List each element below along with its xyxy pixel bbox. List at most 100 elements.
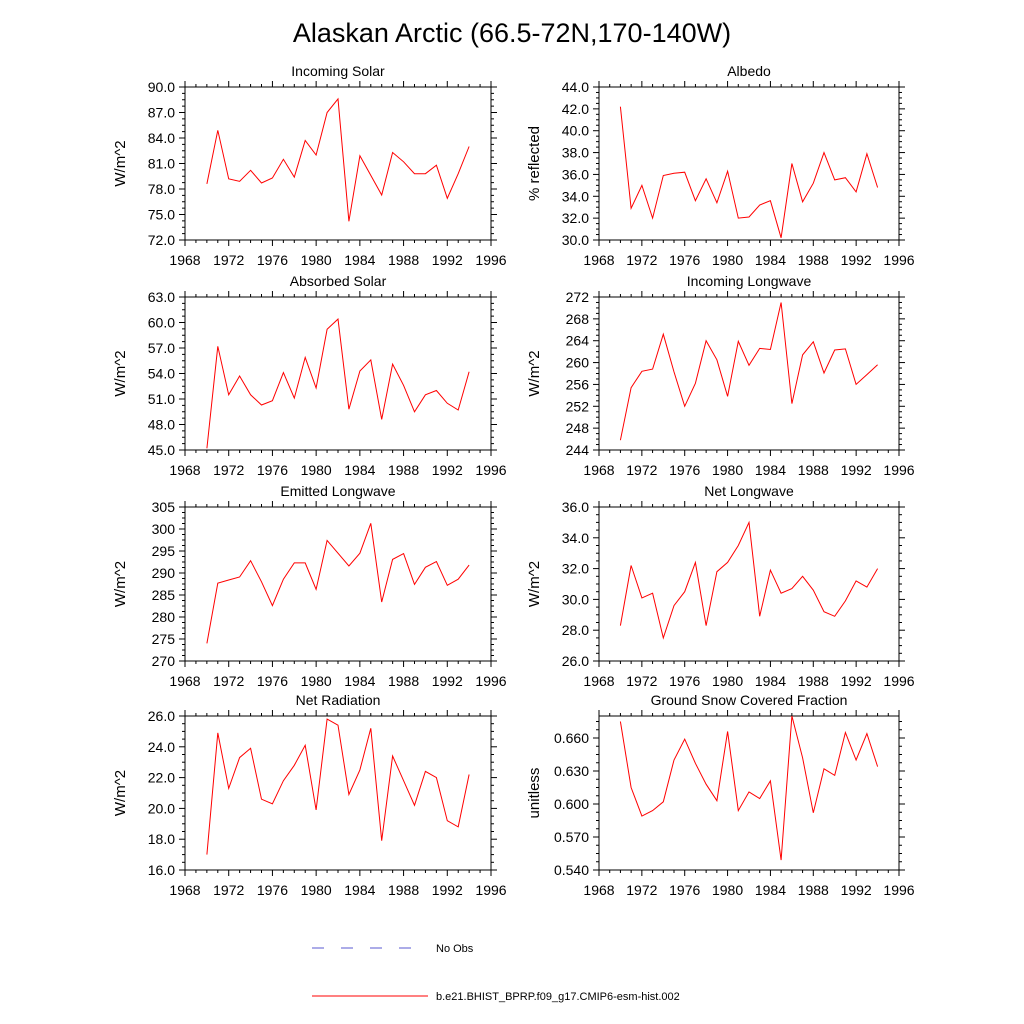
series-line-absorbed-solar: [206, 318, 470, 449]
y-tick-label: 48.0: [148, 417, 175, 433]
legend-label-model: b.e21.BHIST_BPRP.f09_g17.CMIP6-esm-hist.…: [436, 991, 680, 1003]
y-tick-label: 290: [152, 565, 176, 581]
panels: Incoming Solar W/m^2 1968 1972 1976 1980 1984 1…: [112, 63, 915, 898]
x-tick-label: 1980: [712, 673, 743, 689]
y-tick-label: 26.0: [562, 653, 589, 669]
series-line-net-longwave: [619, 520, 879, 640]
y-tick-label: 36.0: [562, 499, 589, 515]
y-tick-label: 285: [152, 587, 176, 603]
y-tick-label: 0.660: [554, 730, 589, 746]
x-tick-label: 1972: [213, 882, 244, 898]
x-tick-label: 1968: [583, 462, 614, 478]
y-tick-label: 63.0: [148, 289, 175, 305]
plot-frame: [184, 86, 492, 241]
x-tick-label: 1968: [169, 673, 200, 689]
y-tick-label: 30.0: [562, 232, 589, 248]
x-tick-label: 1968: [169, 252, 200, 268]
y-tick-label: 51.0: [148, 391, 175, 407]
y-tick-label: 60.0: [148, 315, 175, 331]
y-tick-label: 36.0: [562, 166, 589, 182]
x-tick-label: 1992: [841, 462, 872, 478]
y-tick-label: 44.0: [562, 79, 589, 95]
x-tick-label: 1972: [213, 252, 244, 268]
panel-title: Incoming Longwave: [687, 273, 812, 289]
y-tick-label: 57.0: [148, 340, 175, 356]
y-tick-label: 0.630: [554, 763, 589, 779]
panel-incoming-solar: Incoming Solar W/m^2 1968 1972 1976 1980 1984 1…: [112, 63, 507, 268]
y-tick-label: 272: [566, 289, 590, 305]
series-line-net-radiation: [206, 718, 470, 855]
x-tick-label: 1972: [626, 462, 657, 478]
x-tick-label: 1980: [301, 252, 332, 268]
y-tick-label: 45.0: [148, 442, 175, 458]
y-tick-label: 0.540: [554, 862, 589, 878]
x-tick-label: 1988: [388, 673, 419, 689]
x-tick-label: 1988: [798, 252, 829, 268]
y-tick-label: 22.0: [148, 770, 175, 786]
y-tick-label: 275: [152, 631, 176, 647]
y-axis-label: % reflected: [526, 126, 543, 201]
series-line-ground-snow-covered-fraction: [619, 715, 879, 861]
x-tick-label: 1976: [257, 252, 288, 268]
x-tick-label: 1984: [755, 252, 786, 268]
panel-absorbed-solar: Absorbed Solar W/m^2 1968 1972 1976 1980 1984 1…: [112, 273, 507, 478]
x-tick-label: 1976: [669, 252, 700, 268]
x-tick-label: 1984: [344, 882, 375, 898]
y-axis-label: W/m^2: [112, 561, 129, 607]
legend: No Obs b.e21.BHIST_BPRP.f09_g17.CMIP6-es…: [312, 943, 680, 1003]
x-tick-label: 1980: [301, 673, 332, 689]
y-tick-label: 260: [566, 355, 590, 371]
series-line-incoming-longwave: [619, 302, 878, 441]
plot-frame: [184, 506, 492, 662]
panel-title: Absorbed Solar: [290, 273, 387, 289]
x-tick-label: 1976: [669, 462, 700, 478]
x-tick-label: 1968: [169, 462, 200, 478]
y-axis-label: W/m^2: [526, 350, 543, 396]
y-tick-label: 252: [566, 398, 590, 414]
y-tick-label: 0.570: [554, 829, 589, 845]
series-line-incoming-solar: [206, 97, 470, 222]
x-tick-label: 1988: [798, 673, 829, 689]
panel-title: Albedo: [727, 63, 771, 79]
panel-net-radiation: Net Radiation W/m^2 1968 1972 1976 1980 1984 19…: [112, 692, 507, 898]
panel-incoming-longwave: Incoming Longwave W/m^2 1968 1972 1976 1980 19…: [526, 273, 915, 478]
x-tick-label: 1968: [583, 673, 614, 689]
x-tick-label: 1984: [344, 252, 375, 268]
x-tick-label: 1976: [257, 673, 288, 689]
y-tick-label: 264: [566, 333, 590, 349]
x-tick-label: 1972: [626, 252, 657, 268]
panel-albedo: Albedo % reflected 1968 1972 1976 1980 1984 198…: [526, 63, 915, 268]
x-tick-label: 1992: [432, 882, 463, 898]
y-tick-label: 32.0: [562, 561, 589, 577]
x-tick-label: 1992: [841, 673, 872, 689]
x-tick-label: 1992: [432, 673, 463, 689]
x-tick-label: 1980: [301, 462, 332, 478]
y-axis-label: W/m^2: [526, 561, 543, 607]
x-tick-label: 1996: [475, 673, 506, 689]
x-tick-label: 1988: [798, 462, 829, 478]
panel-title: Emitted Longwave: [280, 483, 395, 499]
plot-frame: [598, 296, 900, 451]
x-tick-label: 1996: [475, 252, 506, 268]
x-tick-label: 1992: [432, 462, 463, 478]
y-tick-label: 32.0: [562, 210, 589, 226]
y-tick-label: 256: [566, 376, 590, 392]
y-tick-label: 248: [566, 420, 590, 436]
y-tick-label: 270: [152, 653, 176, 669]
x-tick-label: 1972: [626, 882, 657, 898]
y-axis-label: W/m^2: [112, 770, 129, 816]
x-tick-label: 1996: [883, 462, 914, 478]
y-tick-label: 24.0: [148, 739, 175, 755]
series-line-emitted-longwave: [206, 523, 470, 644]
x-tick-label: 1992: [432, 252, 463, 268]
y-tick-label: 20.0: [148, 800, 175, 816]
y-tick-label: 38.0: [562, 145, 589, 161]
x-tick-label: 1984: [344, 673, 375, 689]
y-tick-label: 244: [566, 442, 590, 458]
y-tick-label: 305: [152, 499, 176, 515]
y-tick-label: 75.0: [148, 207, 175, 223]
legend-label-no-obs: No Obs: [436, 943, 474, 955]
y-tick-label: 28.0: [562, 622, 589, 638]
x-tick-label: 1980: [712, 882, 743, 898]
